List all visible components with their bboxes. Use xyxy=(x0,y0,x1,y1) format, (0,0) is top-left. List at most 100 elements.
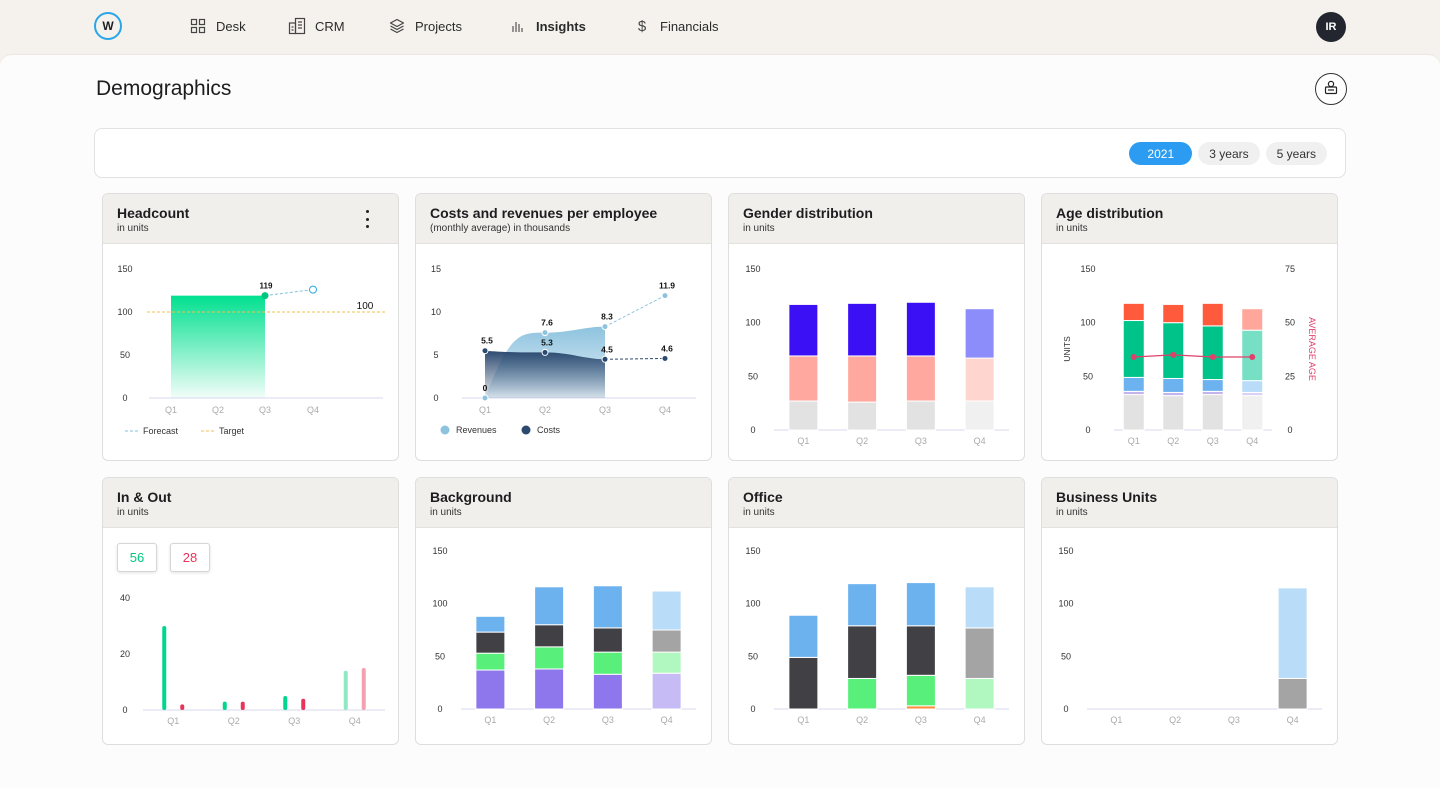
card-header: Background in units xyxy=(416,478,711,528)
bar-segment xyxy=(534,624,565,648)
user-avatar[interactable]: IR xyxy=(1316,12,1346,42)
forecast-point xyxy=(309,285,317,294)
period-filter-bar: 2021 3 years 5 years xyxy=(94,128,1346,178)
card-header: In & Out in units xyxy=(103,478,398,528)
bar-segment xyxy=(1201,394,1224,431)
bar-segment xyxy=(475,631,506,654)
cost-point xyxy=(541,348,549,356)
y-tick-label: 20 xyxy=(120,649,130,659)
in-kpi-badge: 56 xyxy=(117,543,157,572)
card-title: Age distribution xyxy=(1056,205,1164,221)
revenue-label: 7.6 xyxy=(541,318,553,328)
legend-label-target: Target xyxy=(219,426,245,436)
headcount-chart: 0 50 100 150 119 100 Q1 Q2 Q3 Q4 Forecast Target xyxy=(117,264,385,436)
bar xyxy=(301,698,306,710)
bar-segment xyxy=(788,614,819,658)
office-card: Office in units 0 50 100 150 Q1 Q2 Q3 Q4 xyxy=(728,477,1025,745)
bar-segment xyxy=(1201,379,1224,392)
bar-segment xyxy=(1162,377,1185,393)
y-tick-label: 150 xyxy=(117,264,132,274)
bar-segment xyxy=(592,651,623,675)
y-tick-label: 150 xyxy=(1058,546,1073,556)
period-pill-2021[interactable]: 2021 xyxy=(1129,142,1193,165)
bar-segment xyxy=(847,677,878,710)
bar-segment xyxy=(1162,303,1185,324)
x-tick-label: Q4 xyxy=(307,405,319,415)
age-chart: 0 50 100 150 Q1 Q2 Q3 Q4 UNITS 0 25 50 75 AVERAGE AGE xyxy=(1062,264,1317,446)
nav-item-projects[interactable]: Projects xyxy=(388,17,509,35)
bar-segment xyxy=(1277,677,1308,710)
nav-item-desk[interactable]: Desk xyxy=(189,17,288,35)
nav-item-crm[interactable]: CRM xyxy=(288,17,388,35)
building-icon xyxy=(288,17,306,35)
card-subtitle: in units xyxy=(117,507,149,518)
y-tick-label: 150 xyxy=(432,546,447,556)
bar-segment xyxy=(788,400,819,431)
more-options-icon[interactable] xyxy=(364,210,370,228)
bar-segment xyxy=(592,673,623,710)
y-tick-label: 10 xyxy=(431,307,441,317)
x-tick-label: Q3 xyxy=(915,436,927,446)
average-age-line xyxy=(1133,354,1253,358)
y2-tick-label: 25 xyxy=(1285,371,1295,381)
y-tick-label: 50 xyxy=(748,371,758,381)
bar-segment xyxy=(475,669,506,710)
x-tick-label: Q1 xyxy=(479,405,491,415)
y-tick-label: 15 xyxy=(431,264,441,274)
user-card-icon xyxy=(1323,79,1339,100)
cost-point xyxy=(661,354,669,362)
app-logo[interactable]: W xyxy=(94,12,122,40)
bar-segment xyxy=(1201,325,1224,381)
layers-icon xyxy=(388,17,406,35)
revenue-label: 8.3 xyxy=(601,312,613,322)
x-tick-label: Q4 xyxy=(661,715,673,725)
bar-segment xyxy=(788,355,819,402)
y-tick-label: 0 xyxy=(750,704,755,714)
nav-label: CRM xyxy=(315,18,345,34)
card-subtitle: in units xyxy=(117,223,149,234)
card-title: Business Units xyxy=(1056,489,1158,505)
card-title: Office xyxy=(743,489,783,505)
bar-segment xyxy=(1201,302,1224,327)
bar-segment xyxy=(964,308,995,359)
bar xyxy=(222,701,227,710)
card-title: Costs and revenues per employee xyxy=(430,205,658,221)
period-pill-3-years[interactable]: 3 years xyxy=(1198,142,1260,165)
revenue-label: 0 xyxy=(483,383,488,393)
inout-card: In & Out in units 56 28 0 20 40 Q1 Q2 Q3 Q4 xyxy=(102,477,399,745)
bar-segment xyxy=(1122,394,1145,431)
bar xyxy=(343,670,348,710)
bar xyxy=(283,696,288,710)
y-tick-label: 50 xyxy=(1061,651,1071,661)
period-pills: 2021 3 years 5 years xyxy=(1129,142,1327,165)
legend-label-costs: Costs xyxy=(537,425,561,435)
nav-label: Financials xyxy=(660,18,719,34)
bar-segment xyxy=(475,652,506,671)
grid-icon xyxy=(189,17,207,35)
card-title: In & Out xyxy=(117,489,172,505)
legend-label-revenues: Revenues xyxy=(456,425,497,435)
card-header: Business Units in units xyxy=(1042,478,1337,528)
nav-item-insights[interactable]: Insights xyxy=(509,17,633,35)
profile-card-button[interactable] xyxy=(1315,73,1347,105)
period-pill-5-years[interactable]: 5 years xyxy=(1265,142,1327,165)
x-tick-label: Q3 xyxy=(915,715,927,725)
bar-segment xyxy=(964,627,995,679)
legend-label-forecast: Forecast xyxy=(143,426,179,436)
y-tick-label: 100 xyxy=(117,307,132,317)
revenue-label: 11.9 xyxy=(659,281,675,291)
card-subtitle: in units xyxy=(743,223,775,234)
forecast-line xyxy=(264,289,314,297)
bar-segment xyxy=(847,625,878,679)
cost-label: 5.5 xyxy=(481,336,493,346)
bar-segment xyxy=(534,668,565,710)
x-tick-label: Q4 xyxy=(349,716,361,726)
nav-item-financials[interactable]: $ Financials xyxy=(633,17,719,35)
bar-segment xyxy=(1162,322,1185,379)
card-subtitle: in units xyxy=(1056,223,1088,234)
logo-letter: W xyxy=(102,19,114,33)
bar-segment xyxy=(1122,320,1145,378)
bar-segment xyxy=(847,583,878,627)
bar-segment xyxy=(1241,380,1264,393)
card-header: Headcount in units xyxy=(103,194,398,244)
